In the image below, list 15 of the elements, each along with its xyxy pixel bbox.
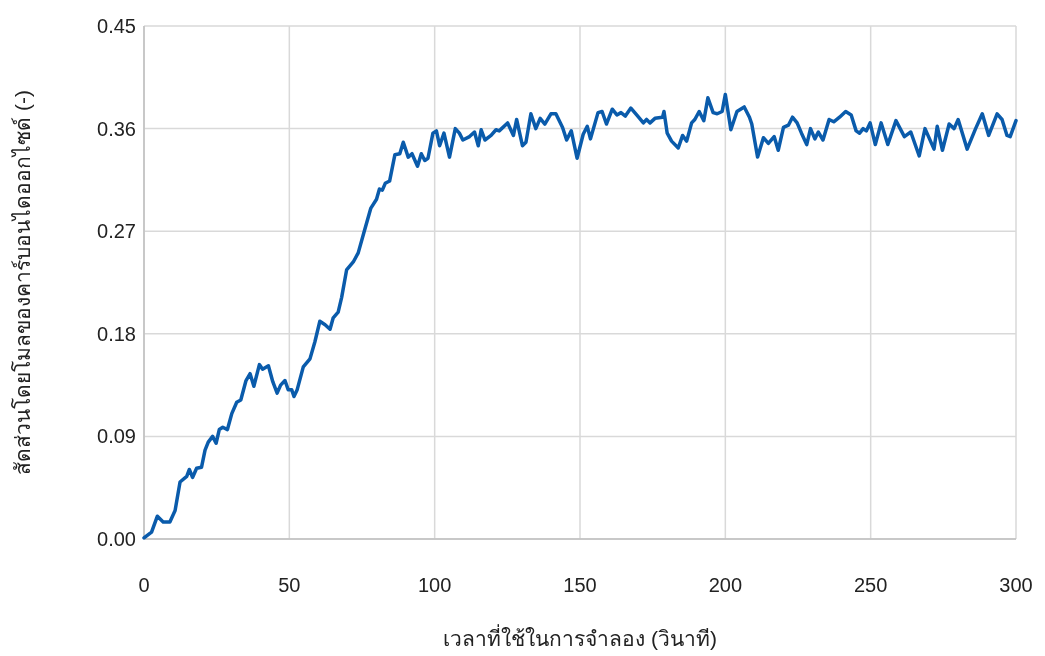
x-tick-label: 50 [278, 574, 301, 596]
y-tick-label: 0.18 [97, 322, 136, 345]
x-axis-title: เวลาที่ใช้ในการจำลอง (วินาที) [443, 624, 717, 650]
x-tick-label: 300 [999, 574, 1033, 596]
x-tick-label: 250 [853, 574, 888, 596]
y-tick-label: 0.09 [97, 425, 136, 448]
x-tick-label: 100 [417, 574, 452, 596]
y-tick-label: 0.36 [97, 117, 136, 140]
y-axis-title: สัดส่วนโดยโมลของคาร์บอนไดออกไซด์ (-) [11, 90, 34, 475]
y-tick-label: 0.27 [97, 220, 136, 243]
x-tick-label: 200 [708, 574, 743, 596]
x-tick-label: 0 [138, 574, 150, 596]
x-tick-label: 150 [563, 574, 597, 596]
y-tick-label: 0.45 [97, 15, 136, 37]
y-tick-label: 0.00 [97, 528, 136, 550]
